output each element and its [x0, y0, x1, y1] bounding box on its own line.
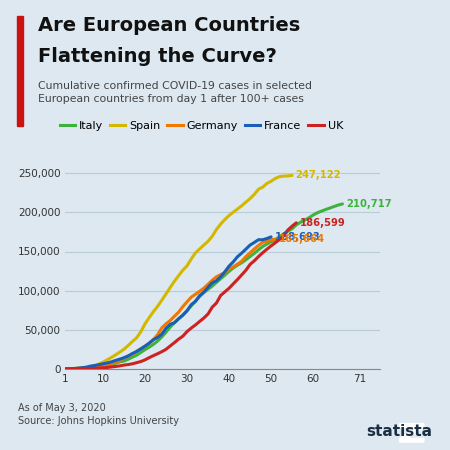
Text: 186,599: 186,599 — [300, 218, 345, 228]
Text: Are European Countries: Are European Countries — [38, 16, 301, 35]
Text: Source: Johns Hopkins University: Source: Johns Hopkins University — [18, 416, 179, 426]
Text: Cumulative confirmed COVID-19 cases in selected
European countries from day 1 af: Cumulative confirmed COVID-19 cases in s… — [38, 81, 312, 104]
Text: 165,664: 165,664 — [279, 234, 325, 244]
Polygon shape — [400, 423, 424, 442]
Text: 247,122: 247,122 — [295, 171, 341, 180]
Text: statista: statista — [366, 424, 432, 439]
Text: 168,693: 168,693 — [274, 232, 320, 242]
Legend: Italy, Spain, Germany, France, UK: Italy, Spain, Germany, France, UK — [55, 117, 347, 135]
Text: As of May 3, 2020: As of May 3, 2020 — [18, 403, 106, 413]
Text: Flattening the Curve?: Flattening the Curve? — [38, 47, 277, 66]
Text: 210,717: 210,717 — [346, 199, 392, 209]
